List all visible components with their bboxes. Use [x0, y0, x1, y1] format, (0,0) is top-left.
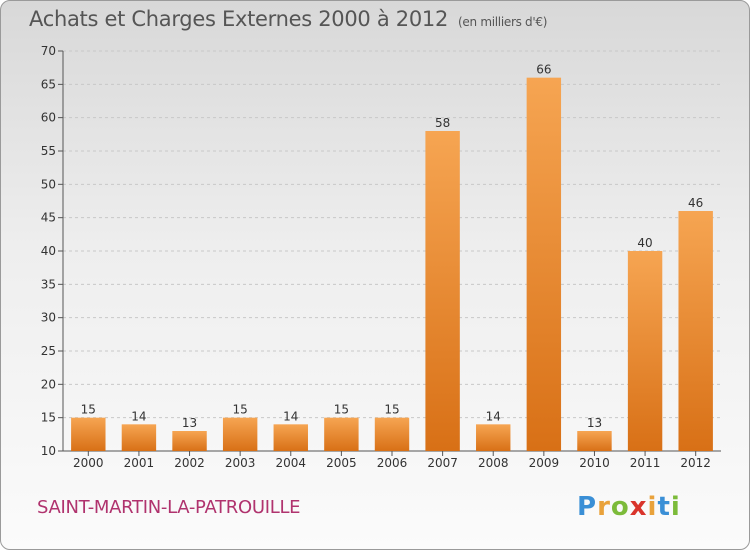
logo-letter: i — [647, 492, 658, 522]
x-tick-label: 2003 — [225, 456, 256, 470]
bar-value-label: 14 — [131, 409, 146, 423]
bar-value-label: 15 — [81, 403, 96, 417]
logo-letter: P — [577, 492, 598, 522]
y-tick-label: 10 — [41, 444, 56, 458]
commune-name: SAINT-MARTIN-LA-PATROUILLE — [37, 497, 301, 518]
bar — [526, 77, 562, 452]
y-tick-label: 20 — [41, 377, 56, 391]
bar — [222, 417, 258, 451]
bar — [577, 431, 612, 451]
bar-value-label: 58 — [435, 116, 450, 130]
x-tick-label: 2006 — [377, 456, 408, 470]
axes — [58, 50, 721, 456]
x-tick-label: 2011 — [630, 456, 661, 470]
x-tick-label: 2012 — [680, 456, 711, 470]
y-tick-label: 25 — [41, 344, 56, 358]
bar — [425, 131, 460, 451]
x-tick-label: 2004 — [275, 456, 306, 470]
bar-value-label: 46 — [688, 196, 703, 210]
bar-value-label: 66 — [536, 63, 551, 77]
chart-title-text: Achats et Charges Externes 2000 à 2012 — [29, 7, 449, 31]
x-tick-label: 2002 — [174, 456, 205, 470]
logo-letter: r — [597, 492, 611, 522]
chart-unit: (en milliers d'€) — [458, 15, 548, 29]
y-tick-label: 65 — [41, 77, 56, 91]
y-tick-label: 50 — [41, 177, 56, 191]
y-tick-label: 40 — [41, 244, 56, 258]
y-tick-label: 30 — [41, 311, 56, 325]
bar-value-label: 14 — [486, 409, 501, 423]
labels: 10 15 20 25 30 35 40 45 50 55 60 65 70 2000 15 2001 14 20… — [41, 44, 711, 470]
y-tick-label: 35 — [41, 277, 56, 291]
x-tick-label: 2010 — [579, 456, 610, 470]
grid-lines — [63, 50, 721, 452]
x-tick-label: 2000 — [73, 456, 104, 470]
bar-value-label: 13 — [182, 416, 197, 430]
bar — [71, 417, 106, 451]
bars — [71, 77, 713, 452]
bar — [273, 424, 308, 451]
proxiti-logo: Proxiti — [577, 492, 681, 522]
y-tick-label: 45 — [41, 211, 56, 225]
bar — [476, 424, 511, 451]
y-tick-label: 55 — [41, 144, 56, 158]
bar — [324, 417, 359, 451]
x-tick-label: 2001 — [124, 456, 155, 470]
chart-title: Achats et Charges Externes 2000 à 2012 (e… — [29, 7, 547, 31]
logo-letter: o — [610, 492, 630, 522]
logo-letter: i — [670, 492, 681, 522]
bar — [678, 211, 713, 451]
bar-value-label: 13 — [587, 416, 602, 430]
bar — [121, 424, 157, 451]
bar-value-label: 14 — [283, 409, 298, 423]
x-tick-label: 2009 — [529, 456, 560, 470]
bar-value-label: 15 — [334, 403, 349, 417]
y-tick-label: 60 — [41, 111, 56, 125]
x-tick-label: 2008 — [478, 456, 509, 470]
bar-value-label: 15 — [233, 403, 248, 417]
x-tick-label: 2005 — [326, 456, 357, 470]
logo-letter: x — [629, 492, 648, 522]
bar-value-label: 40 — [637, 236, 652, 250]
bar-value-label: 15 — [384, 403, 399, 417]
y-tick-label: 15 — [41, 411, 56, 425]
bar — [627, 251, 663, 451]
y-tick-label: 70 — [41, 44, 56, 58]
x-tick-label: 2007 — [427, 456, 458, 470]
bar — [374, 417, 410, 451]
logo-letter: t — [657, 492, 671, 522]
bar — [172, 431, 207, 451]
